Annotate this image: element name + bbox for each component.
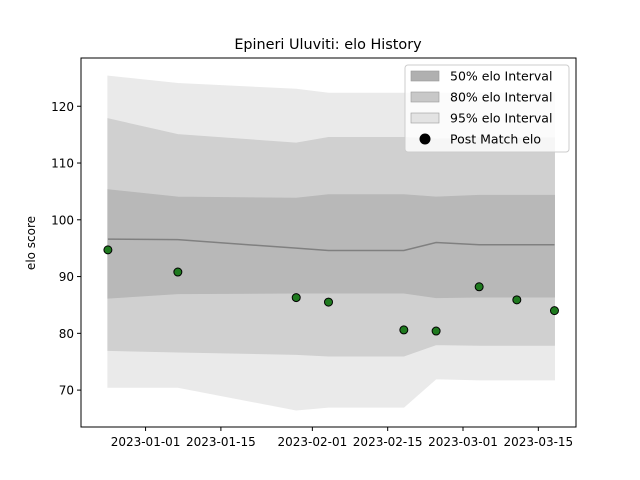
chart-title: Epineri Uluviti: elo History (234, 37, 422, 53)
post-match-point (474, 282, 484, 292)
post-match-point (291, 293, 301, 303)
y-tick-label: 100 (51, 213, 74, 227)
legend-box (404, 64, 570, 153)
x-tick-label: 2023-03-15 (503, 435, 573, 449)
x-tick-label: 2023-02-15 (353, 435, 423, 449)
legend-label: 80% elo Interval (450, 90, 552, 105)
x-tick-label: 2023-01-01 (111, 435, 181, 449)
legend-marker (419, 133, 431, 145)
elo-line (107, 238, 555, 252)
y-axis-label: elo score (24, 216, 38, 270)
x-tick-label: 2023-02-01 (277, 435, 347, 449)
post-match-point (173, 267, 183, 277)
y-tick-label: 80 (59, 327, 74, 341)
x-tick-label: 2023-01-15 (186, 435, 256, 449)
x-axis-ticks: 2023-01-01 2023-01-15 2023-02-01 2023-02-15… (111, 427, 573, 449)
legend-label: 95% elo Interval (450, 111, 552, 126)
y-axis-ticks: 70 80 90 100 110 120 (51, 100, 81, 398)
post-match-point (549, 306, 559, 316)
interval-bands (107, 75, 555, 411)
post-match-point (512, 295, 522, 305)
post-match-point (431, 326, 441, 336)
y-tick-label: 120 (51, 100, 74, 114)
elo-mean-line (107, 238, 555, 252)
plot-frame (80, 57, 577, 428)
post-match-points (103, 245, 559, 336)
post-match-point (324, 297, 333, 307)
x-tick-label: 2023-03-01 (428, 435, 498, 449)
legend-swatch (410, 91, 440, 103)
legend-label: 50% elo Interval (450, 69, 552, 84)
y-tick-label: 110 (51, 157, 74, 171)
legend-label: Post Match elo (450, 132, 541, 147)
legend-swatch (410, 70, 440, 82)
band-50-percent (107, 189, 555, 299)
post-match-point (103, 245, 113, 255)
y-tick-label: 70 (59, 384, 74, 398)
legend-swatch (410, 112, 440, 124)
legend: 50% elo Interval 80% elo Interval 95% elo … (404, 64, 570, 153)
y-tick-label: 90 (59, 270, 74, 284)
post-match-point (399, 325, 409, 335)
